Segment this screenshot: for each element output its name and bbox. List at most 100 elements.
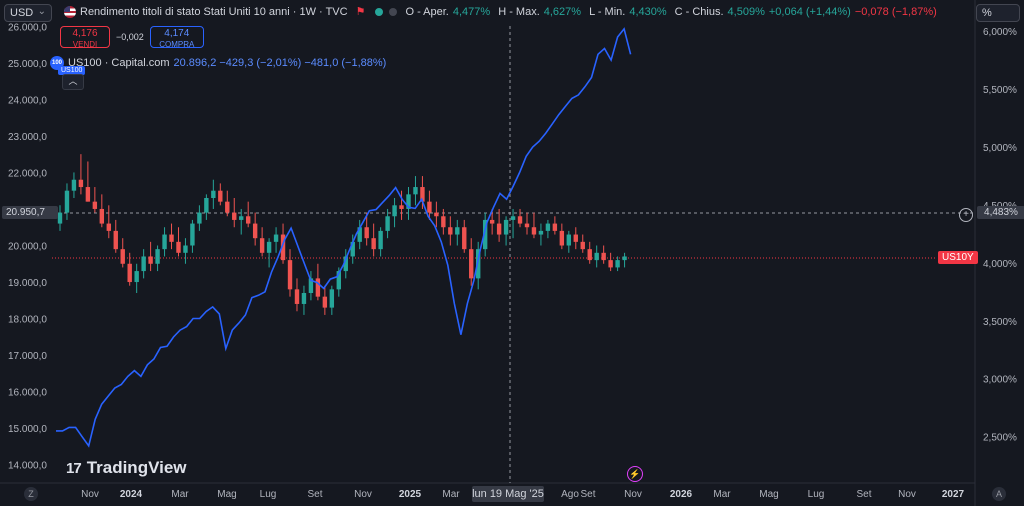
us-flag-icon (64, 5, 76, 18)
chevron-up-icon[interactable]: ︿ (62, 74, 84, 90)
candle-body (399, 205, 404, 209)
low-label: L - Min. (589, 5, 626, 18)
candle-body (211, 190, 216, 198)
time-axis-tick: Ago (561, 489, 579, 500)
candle-body (336, 271, 341, 290)
buy-button[interactable]: 4,174 COMPRA (149, 26, 204, 49)
time-axis-tick: 2027 (942, 489, 965, 500)
candle-body (496, 223, 502, 235)
left-axis-tick: 24.000,0 (8, 95, 47, 106)
candle-body (434, 212, 439, 217)
candle-body (134, 271, 139, 283)
left-crosshair-tag: 20.950,7 (2, 206, 58, 219)
candle-body (127, 263, 132, 283)
candle-body (455, 227, 460, 235)
candle-body (476, 249, 481, 279)
candle-body (294, 289, 300, 304)
candle-body (378, 230, 383, 250)
tradingview-logo[interactable]: 17 TradingView (66, 458, 187, 478)
candle-body (280, 234, 286, 261)
buy-price: 4,174 (164, 28, 190, 39)
time-axis-tick: Nov (81, 489, 99, 500)
logo-text: TradingView (86, 458, 187, 477)
time-axis-tick: Mag (759, 489, 778, 500)
time-axis-tick: Lug (260, 489, 277, 500)
left-axis-tick: 25.000,0 (8, 59, 47, 70)
candle-body (510, 216, 516, 220)
candle-body (301, 293, 307, 304)
candle-body (92, 201, 98, 209)
candle-body (371, 238, 376, 250)
open-value: 4,477% (452, 5, 491, 18)
right-axis-tick: 5,500% (983, 85, 1017, 96)
candle-body (232, 212, 237, 220)
right-axis-tick: 2,500% (983, 433, 1017, 444)
plus-icon[interactable]: + (959, 208, 973, 222)
candle-body (308, 278, 314, 293)
candle-body (538, 230, 544, 235)
candle-body (287, 260, 293, 290)
candle-body (573, 234, 578, 242)
sell-button[interactable]: 4,176 VENDI (60, 26, 110, 49)
lightning-icon[interactable]: ⚡ (627, 466, 643, 482)
right-axis-tick: 3,500% (983, 317, 1017, 328)
candle-body (204, 198, 209, 213)
trade-panel: 4,176 VENDI −0,002 4,174 COMPRA (60, 26, 204, 49)
time-axis-tick: Lug (808, 489, 825, 500)
candle-body (601, 252, 606, 261)
left-axis-tick: 14.000,0 (8, 461, 47, 472)
left-axis-tick: 20.000,0 (8, 242, 47, 253)
us100-tag: US100 (58, 66, 86, 75)
candle-body (406, 194, 411, 209)
auto-scale-button[interactable]: A (992, 487, 1006, 501)
candle-body (259, 238, 265, 253)
candle-body (266, 241, 272, 253)
candle-body (141, 256, 146, 272)
right-axis-tick: 3,000% (983, 375, 1017, 386)
right-axis: 6,000%5,500%5,000%4,500%4,000%3,500%3,00… (983, 27, 1017, 443)
candle-body (350, 241, 355, 257)
candle-body (64, 190, 70, 213)
time-axis-tick: Nov (624, 489, 642, 500)
candle-body (524, 223, 530, 228)
right-axis-tick: 6,000% (983, 27, 1017, 38)
candle-body (559, 230, 565, 246)
candle-body (106, 223, 111, 231)
timezone-button[interactable]: Z (24, 487, 38, 501)
time-axis-tick: Mar (442, 489, 460, 500)
left-axis-tick: 23.000,0 (8, 132, 47, 143)
candle-body (99, 208, 105, 224)
percent-scale-button[interactable]: % (976, 4, 1020, 22)
candle-body (413, 187, 418, 195)
top-bar: USD ⌄ Rendimento titoli di stato Stati U… (0, 0, 1024, 26)
candle-body (552, 223, 558, 231)
data-status-icon (389, 7, 398, 16)
symbol-title[interactable]: Rendimento titoli di stato Stati Uniti 1… (80, 5, 348, 18)
currency-label: USD (10, 7, 34, 19)
compare-legend: 100 US100 · Capital.com 20.896,2 −429,3 … (50, 56, 386, 70)
candle-body (615, 260, 620, 268)
left-axis-tick: 15.000,0 (8, 424, 47, 435)
us100-candles (57, 154, 627, 315)
compare-symbol-name[interactable]: US100 · Capital.com (68, 57, 170, 69)
candle-body (608, 260, 613, 268)
sell-price: 4,176 (72, 28, 98, 39)
change-value-2: −0,078 (−1,87%) (854, 5, 937, 18)
candle-body (469, 249, 474, 279)
candle-body (329, 289, 335, 308)
time-axis-tick: Nov (354, 489, 372, 500)
left-axis-tick: 22.000,0 (8, 168, 47, 179)
right-crosshair-tag: 4,483% (977, 206, 1024, 219)
flag-icon[interactable]: ⚑ (355, 6, 366, 18)
sell-label: VENDI (72, 40, 98, 49)
time-axis-tick: 2024 (120, 489, 143, 500)
time-axis-tick: Mar (713, 489, 731, 500)
currency-select[interactable]: USD ⌄ (4, 4, 52, 22)
left-axis-tick: 16.000,0 (8, 388, 47, 399)
time-axis: Nov 2024 Mar Mag Lug Set Nov 2025 Mar Ago Set Nov 20… (81, 489, 964, 500)
candle-body (364, 227, 369, 239)
candle-body (71, 179, 77, 191)
left-axis: 26.000,0 25.000,0 24.000,0 23.000,0 22.000,0… (8, 22, 47, 471)
time-axis-tick: Mag (217, 489, 236, 500)
